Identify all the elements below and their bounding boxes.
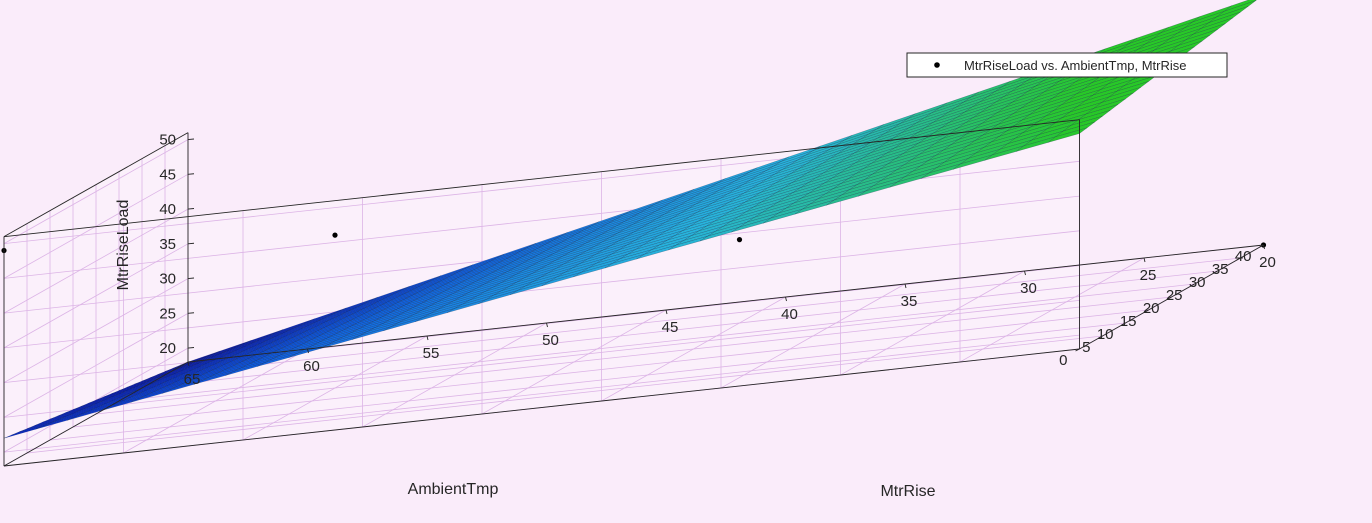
y-tick-label: 20 [1259, 254, 1276, 271]
z-tick-mark [187, 312, 195, 314]
z-axis-label: MtrRiseLoad [115, 200, 132, 291]
y-tick-mark [1143, 257, 1146, 263]
surface-patch [1047, 127, 1088, 143]
x-tick-label: 35 [1212, 261, 1229, 278]
legend[interactable]: MtrRiseLoad vs. AmbientTmp, MtrRise [906, 52, 1228, 78]
y-tick-mark [1263, 244, 1265, 250]
y-tick-mark [785, 296, 787, 302]
y-tick-mark [904, 283, 907, 289]
box-edge [187, 244, 1264, 363]
z-tick-mark [187, 347, 195, 349]
x-tick-label: 25 [1166, 287, 1183, 304]
box-edge [3, 361, 189, 467]
legend-entry: MtrRiseLoad vs. AmbientTmp, MtrRise [964, 58, 1187, 73]
x-tick-mark [1236, 257, 1241, 261]
box-edge [3, 348, 1080, 467]
x-axis-label: AmbientTmp [408, 481, 499, 498]
x-tick-mark [1098, 335, 1103, 339]
x-tick-mark [1075, 348, 1080, 352]
x-tick-label: 5 [1082, 339, 1090, 356]
z-tick-mark [187, 173, 195, 175]
x-tick-mark [1190, 283, 1195, 287]
z-tick-label: 20 [159, 340, 176, 357]
x-tick-mark [1259, 244, 1264, 248]
legend-marker-icon [934, 62, 940, 68]
x-tick-mark [1121, 322, 1126, 326]
y-tick-label: 40 [781, 306, 798, 323]
y-tick-label: 60 [303, 358, 320, 375]
z-tick-mark [187, 208, 195, 210]
y-tick-mark [665, 309, 668, 315]
z-tick-label: 50 [159, 132, 176, 149]
tick-labels: 20 25 30 35 40 45 50 05 10 15 20 25 30 35 40 20 25 30 35 40… [159, 132, 1276, 388]
z-tick-label: 35 [159, 236, 176, 253]
y-tick-mark [187, 361, 190, 367]
x-tick-mark [1167, 296, 1172, 300]
y-tick-mark [1024, 270, 1026, 276]
y-tick-label: 35 [901, 293, 918, 310]
x-tick-label: 0 [1059, 352, 1067, 369]
y-tick-label: 50 [542, 332, 559, 349]
axes-box-edges [3, 119, 1264, 467]
data-point [736, 237, 743, 243]
y-tick-label: 45 [662, 319, 679, 336]
x-tick-label: 20 [1143, 300, 1160, 317]
x-tick-mark [1144, 309, 1149, 313]
z-tick-label: 30 [159, 271, 176, 288]
y-tick-mark [426, 335, 429, 341]
y-tick-mark [307, 348, 309, 354]
y-tick-label: 25 [1140, 267, 1157, 284]
box-edge [3, 119, 1080, 238]
z-tick-mark [187, 277, 195, 280]
y-tick-label: 30 [1020, 280, 1037, 297]
data-point [332, 232, 338, 238]
z-tick-label: 45 [159, 166, 176, 183]
x-tick-label: 30 [1189, 274, 1206, 291]
y-tick-label: 55 [423, 345, 440, 362]
legend-box [906, 52, 1228, 78]
x-tick-label: 15 [1120, 313, 1137, 330]
y-axis-label: MtrRise [880, 483, 935, 500]
y-tick-label: 65 [184, 371, 201, 388]
y-tick-mark [546, 322, 548, 328]
x-tick-label: 10 [1097, 326, 1114, 343]
x-tick-mark [1213, 270, 1218, 274]
x-tick-label: 40 [1235, 248, 1252, 265]
z-tick-mark [187, 242, 195, 245]
z-tick-mark [187, 138, 195, 141]
z-tick-label: 25 [159, 305, 176, 322]
z-tick-label: 40 [159, 201, 176, 218]
box-edge [3, 132, 189, 238]
